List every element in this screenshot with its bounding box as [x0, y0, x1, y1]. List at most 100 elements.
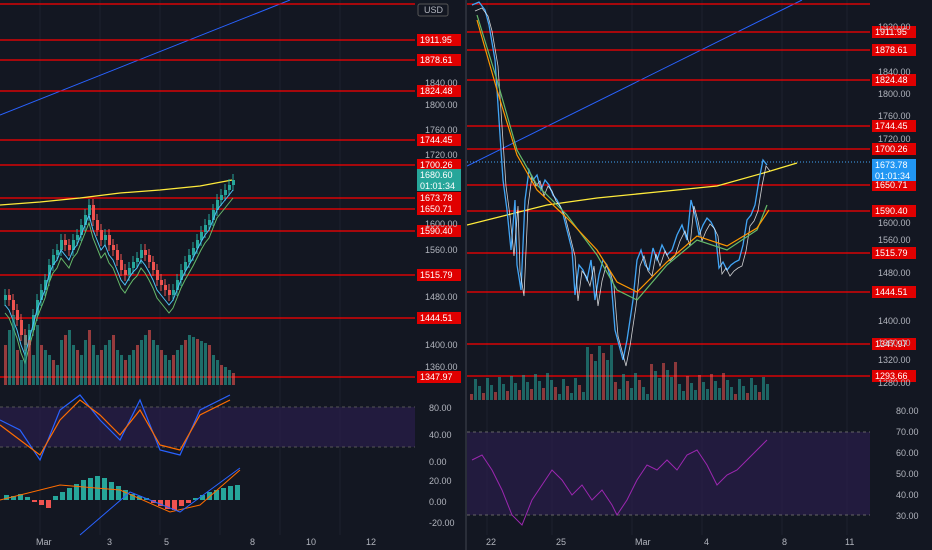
- volume-bar: [714, 381, 717, 400]
- level-price-tag: [417, 312, 461, 324]
- volume-bar: [546, 373, 549, 400]
- left-chart-pane[interactable]: 1911.95 1878.61 1824.48 1744.45 1700.26 1673.…: [0, 0, 465, 550]
- stochastic-axis-label: 0.00: [429, 457, 447, 467]
- volume-bar: [706, 389, 709, 400]
- candle-body: [112, 245, 115, 250]
- countdown-label: 01:01:34: [875, 171, 910, 181]
- volume-bar: [698, 375, 701, 400]
- time-axis-label: 22: [486, 537, 496, 547]
- left-chart-canvas[interactable]: 1911.95 1878.61 1824.48 1744.45 1700.26 1673.…: [0, 0, 465, 550]
- volume-bar: [136, 345, 139, 385]
- volume-bar: [610, 345, 613, 400]
- stochastic-axis-label: 40.00: [429, 430, 452, 440]
- volume-bar: [212, 355, 215, 385]
- level-price-label: 1824.48: [420, 86, 453, 96]
- macd-signal-line: [0, 469, 241, 513]
- time-axis-label: 11: [845, 537, 854, 547]
- candle-body: [52, 255, 55, 265]
- candle-body: [132, 262, 135, 268]
- volume-bar: [180, 345, 183, 385]
- rsi-axis-label: 70.00: [896, 427, 919, 437]
- macd-histogram-bar: [207, 492, 212, 500]
- candle-body: [192, 248, 195, 255]
- level-price-tag: [417, 269, 461, 281]
- volume-bar: [104, 345, 107, 385]
- macd-histogram-bar: [53, 496, 58, 500]
- volume-bar: [726, 380, 729, 400]
- volume-bar: [490, 385, 493, 400]
- volume-bar: [598, 346, 601, 400]
- volume-bar: [192, 337, 195, 385]
- time-axis-label: 4: [704, 537, 709, 547]
- volume-bar: [670, 377, 673, 400]
- macd-histogram-bar: [11, 496, 16, 500]
- volume-bar: [562, 379, 565, 400]
- volume-bar: [8, 330, 11, 385]
- price-line: [471, 1, 768, 361]
- volume-bar: [72, 345, 75, 385]
- price-axis-label: 1560.00: [425, 245, 458, 255]
- volume-bar: [24, 335, 27, 385]
- pane-divider[interactable]: [465, 0, 467, 550]
- macd-histogram-bar: [60, 492, 65, 500]
- level-price-label: 1515.79: [420, 270, 453, 280]
- price-axis-label: 1280.00: [878, 378, 911, 388]
- candle-body: [80, 225, 83, 235]
- price-axis-label: 1320.00: [878, 355, 911, 365]
- right-chart-canvas[interactable]: 1911.95 1878.61 1824.48 1744.45 1700.26 1650.…: [467, 0, 932, 550]
- candle-body: [120, 260, 123, 270]
- candle-body: [164, 285, 167, 290]
- volume-bar: [566, 386, 569, 400]
- rsi-axis-label: 40.00: [896, 490, 919, 500]
- volume-bar: [76, 350, 79, 385]
- candle-body: [60, 240, 63, 250]
- volume-bar: [690, 383, 693, 400]
- level-price-label: 1744.45: [875, 121, 908, 131]
- level-price-tag: [872, 179, 916, 191]
- volume-bar: [96, 355, 99, 385]
- volume-bar: [522, 375, 525, 400]
- stochastic-axis-label: 80.00: [429, 403, 452, 413]
- volume-bar: [534, 374, 537, 400]
- candle-body: [128, 268, 131, 275]
- volume-bar: [152, 340, 155, 385]
- level-price-tag: [417, 192, 461, 204]
- price-axis-label: 1920.00: [878, 22, 911, 32]
- macd-axis-label: -20.00: [429, 518, 455, 528]
- volume-bar: [766, 384, 769, 400]
- candle-body: [68, 245, 71, 250]
- volume-bar: [746, 393, 749, 400]
- volume-bar: [594, 361, 597, 400]
- candle-body: [148, 255, 151, 262]
- volume-bar: [614, 382, 617, 400]
- volume-bar: [176, 350, 179, 385]
- volume-bar: [578, 385, 581, 400]
- volume-bar: [590, 354, 593, 400]
- level-price-tag: [872, 286, 916, 298]
- volume-bar: [686, 376, 689, 400]
- volume-bar: [184, 340, 187, 385]
- countdown-label: 01:01:34: [420, 181, 455, 191]
- macd-histogram-bar: [179, 500, 184, 506]
- level-price-label: 1911.95: [875, 27, 907, 37]
- volume-bar: [200, 341, 203, 385]
- candle-body: [124, 270, 127, 275]
- candle-body: [100, 230, 103, 240]
- current-price-tag: [417, 169, 461, 191]
- candle-body: [188, 255, 191, 262]
- level-price-label: 1700.26: [875, 144, 908, 154]
- macd-histogram-bar: [39, 500, 44, 505]
- price-axis-label: 1840.00: [878, 67, 911, 77]
- volume-bar: [80, 355, 83, 385]
- candle-body: [232, 180, 235, 185]
- volume-bar: [622, 374, 625, 400]
- volume-bar: [128, 355, 131, 385]
- level-price-tag: [872, 74, 916, 86]
- level-price-label: 1911.95: [420, 35, 452, 45]
- candle-body: [40, 290, 43, 300]
- time-axis-label: 8: [250, 537, 255, 547]
- volume-bar: [742, 386, 745, 400]
- price-axis-label: 1560.00: [878, 235, 911, 245]
- right-chart-pane[interactable]: 1911.95 1878.61 1824.48 1744.45 1700.26 1650.…: [467, 0, 932, 550]
- trend-line: [0, 0, 291, 116]
